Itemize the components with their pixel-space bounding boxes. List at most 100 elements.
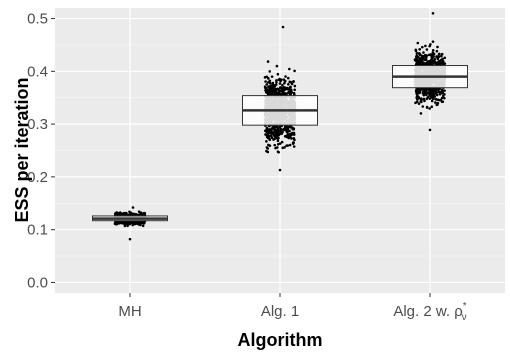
x-axis-ticks: MH Alg. 1 Alg. 2 w. ρ* ν	[118, 293, 467, 323]
data-point	[277, 129, 281, 133]
data-point	[115, 211, 119, 214]
data-point	[292, 80, 295, 83]
data-point	[292, 91, 296, 95]
data-point	[137, 210, 141, 213]
x-tick-label-text: MH	[118, 303, 141, 320]
x-tick-label: Alg. 2 w. ρ* ν	[393, 301, 466, 323]
data-point	[418, 91, 421, 95]
data-point	[142, 221, 145, 225]
data-point	[116, 213, 120, 216]
data-point	[440, 100, 444, 104]
data-point	[422, 61, 425, 64]
data-point	[425, 97, 429, 101]
data-point	[285, 92, 288, 95]
data-point	[268, 70, 272, 73]
data-point	[141, 224, 145, 228]
data-point	[267, 137, 271, 140]
data-point	[435, 55, 438, 59]
data-point	[292, 128, 295, 131]
data-point	[275, 81, 278, 84]
data-point	[415, 52, 419, 55]
data-point	[280, 140, 284, 144]
data-point	[434, 61, 437, 64]
data-point	[430, 105, 434, 109]
data-point	[270, 136, 274, 140]
data-point	[416, 88, 420, 92]
data-point	[278, 168, 282, 172]
x-tick-label: MH	[118, 303, 141, 320]
data-point	[438, 91, 441, 94]
data-point	[288, 125, 291, 129]
data-point	[438, 98, 442, 102]
data-point	[415, 100, 419, 104]
data-point	[438, 52, 441, 56]
data-point	[265, 133, 269, 137]
data-point	[441, 91, 444, 95]
data-point	[419, 112, 423, 115]
data-point	[269, 134, 273, 138]
y-axis-ticks: 0.0 0.1 0.2 0.3 0.4 0.5	[27, 11, 55, 291]
data-point	[417, 52, 421, 55]
data-point	[126, 222, 129, 226]
data-point	[418, 47, 422, 51]
data-point	[425, 93, 428, 97]
data-point	[417, 55, 420, 59]
y-axis-title: ESS per iteration	[12, 77, 32, 222]
data-point	[433, 89, 437, 93]
data-point	[443, 93, 446, 96]
data-point	[435, 93, 439, 97]
data-point	[264, 89, 267, 92]
data-point	[269, 131, 272, 135]
data-point	[434, 97, 438, 101]
data-point	[273, 88, 276, 91]
data-point	[440, 54, 443, 58]
data-point	[275, 91, 279, 95]
data-point	[277, 132, 281, 136]
data-point	[293, 69, 296, 73]
data-point	[288, 80, 292, 84]
data-point	[279, 86, 282, 90]
data-point	[270, 127, 273, 130]
data-point	[289, 88, 293, 91]
data-point	[270, 84, 274, 87]
data-point	[432, 52, 436, 56]
data-point	[443, 56, 447, 60]
data-point	[416, 94, 419, 98]
data-point	[413, 58, 417, 61]
data-point	[292, 145, 296, 148]
x-axis-title: Algorithm	[238, 330, 323, 350]
data-point	[266, 127, 269, 131]
data-point	[288, 129, 291, 133]
data-point	[273, 126, 276, 130]
data-point	[276, 127, 280, 131]
data-point	[132, 222, 135, 226]
data-point	[283, 134, 287, 138]
data-point	[273, 143, 277, 147]
data-point	[425, 55, 428, 59]
data-point	[427, 59, 431, 63]
y-tick-label: 0.4	[27, 63, 48, 80]
data-point	[431, 89, 435, 92]
data-point	[280, 132, 284, 135]
data-point	[276, 143, 280, 146]
data-point	[431, 60, 435, 64]
data-point	[267, 80, 270, 84]
data-point	[429, 53, 432, 56]
data-point	[291, 142, 295, 145]
data-point	[428, 92, 431, 96]
data-point	[267, 85, 270, 88]
data-point	[276, 137, 280, 140]
y-tick-label: 0.3	[27, 116, 48, 133]
data-point	[414, 48, 418, 52]
data-point	[293, 138, 296, 142]
data-point	[293, 88, 296, 92]
data-point	[415, 59, 419, 63]
data-point	[272, 90, 275, 94]
data-point	[278, 142, 282, 145]
data-point	[423, 90, 427, 94]
data-point	[436, 101, 440, 105]
data-point	[431, 40, 435, 43]
data-point	[275, 79, 278, 82]
data-point	[128, 210, 131, 214]
data-point	[263, 76, 267, 79]
